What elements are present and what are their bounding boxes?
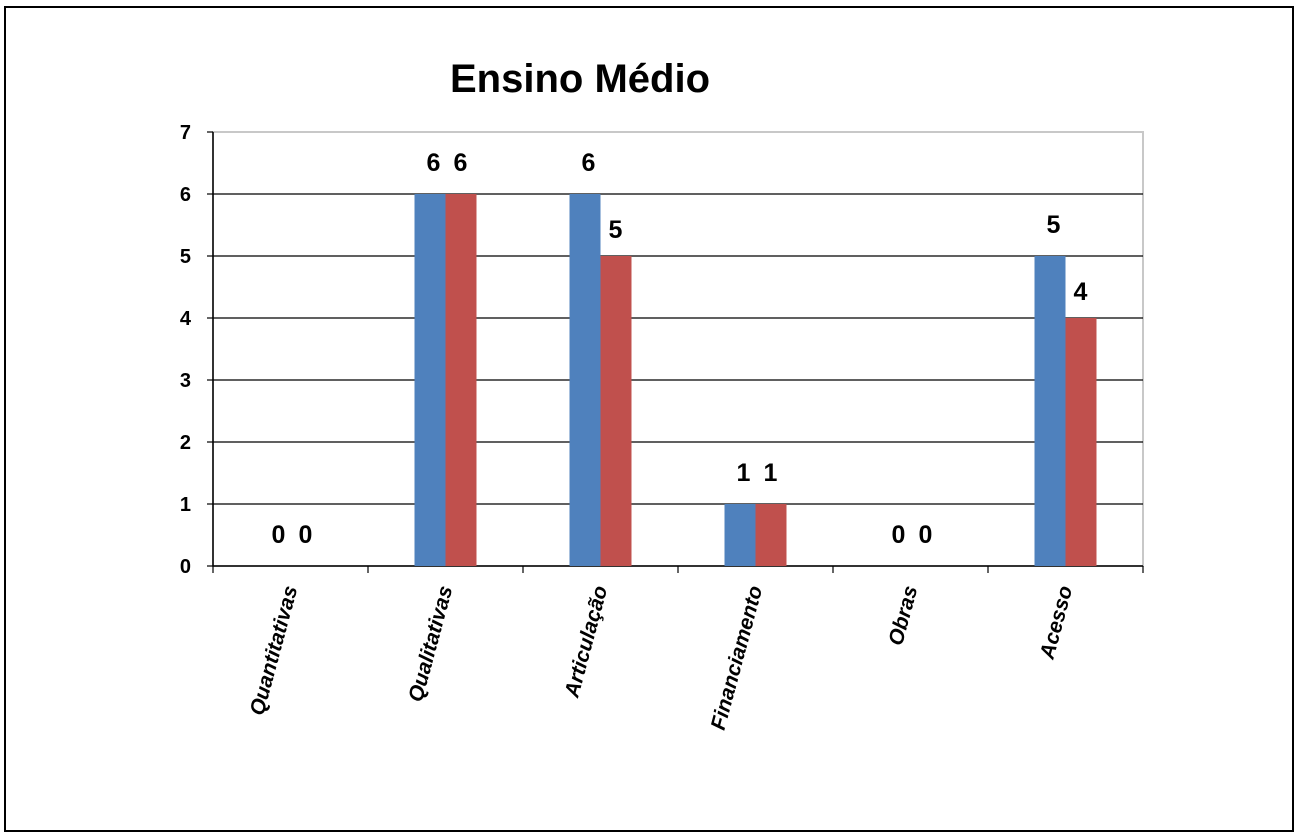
bar — [755, 504, 787, 566]
plot-border — [212, 131, 1144, 567]
y-tick-label: 4 — [180, 308, 192, 330]
y-tick-label: 7 — [180, 122, 191, 144]
bar — [600, 256, 632, 566]
bar — [414, 194, 446, 566]
y-tick-label: 3 — [180, 370, 191, 392]
bar — [1065, 318, 1097, 566]
data-label: 6 — [582, 149, 596, 177]
bar — [1034, 256, 1066, 566]
data-label: 4 — [1074, 278, 1088, 306]
x-tick-label: Qualitativas — [404, 583, 457, 704]
data-label: 0 — [919, 521, 933, 549]
data-label: 0 — [892, 521, 906, 549]
data-label: 6 — [427, 149, 441, 177]
data-label: 1 — [737, 459, 751, 487]
data-label: 0 — [272, 521, 286, 549]
data-label: 0 — [299, 521, 313, 549]
y-tick-label: 5 — [180, 246, 191, 268]
bar — [445, 194, 477, 566]
y-tick-label: 0 — [180, 556, 191, 578]
x-tick-label: Obras — [884, 583, 922, 648]
x-tick-label: Quantitativas — [246, 583, 303, 717]
data-label: 1 — [764, 459, 778, 487]
chart-title: Ensino Médio — [450, 57, 710, 101]
data-label: 5 — [1047, 211, 1061, 239]
y-tick-label: 2 — [180, 432, 191, 454]
y-tick-label: 6 — [180, 184, 191, 206]
x-tick-label: Acesso — [1036, 583, 1078, 662]
bar — [724, 504, 756, 566]
data-label: 5 — [609, 216, 623, 244]
x-tick-label: Articulação — [560, 583, 612, 701]
data-label: 6 — [454, 149, 468, 177]
x-tick-label: Financiamento — [707, 583, 768, 732]
bar — [569, 194, 601, 566]
y-tick-label: 1 — [180, 494, 191, 516]
